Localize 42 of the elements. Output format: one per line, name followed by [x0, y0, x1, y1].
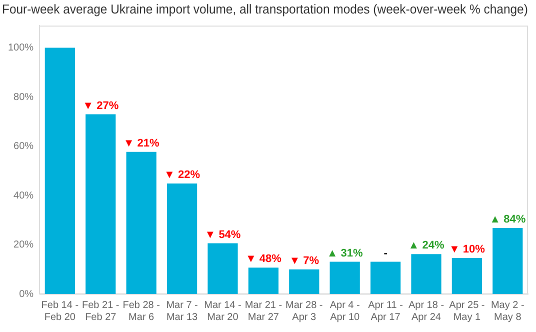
x-tick-label: Feb 28 - Mar 6: [122, 300, 160, 323]
x-tick-label: Apr 11 - Apr 17: [368, 300, 403, 323]
x-tick-label: Mar 28 - Apr 3: [286, 300, 323, 323]
x-tick-label: Mar 21 - Mar 27: [244, 300, 282, 323]
annotation: ▼ 21%: [123, 137, 160, 150]
y-tick-label: 60%: [14, 141, 34, 152]
annotation: ▼ 7%: [289, 254, 320, 267]
y-tick-label: 100%: [8, 42, 34, 54]
bar: [330, 262, 360, 294]
x-tick-label: Feb 14 - Feb 20: [41, 300, 79, 323]
annotation: ▼ 48%: [245, 253, 282, 266]
y-tick-label: 20%: [14, 240, 34, 250]
y-tick-label: 0%: [19, 288, 34, 300]
annotation: ▲ 24%: [408, 240, 444, 252]
bar: [452, 258, 482, 294]
y-tick-label: 80%: [14, 92, 34, 103]
bar: [44, 48, 75, 294]
bar: [166, 183, 198, 294]
bar: [289, 269, 320, 294]
y-tick-label: 40%: [14, 190, 34, 202]
bar: [411, 254, 442, 294]
annotation: ▲ 84%: [490, 214, 526, 226]
x-tick-label: Apr 4 - Apr 10: [330, 300, 360, 323]
x-tick-label: Mar 7 - Mar 13: [166, 300, 198, 323]
chart-title: Four-week average Ukraine import volume, all transportation modes (week-over-week % change): [2, 2, 528, 16]
x-tick-label: Mar 14 - Mar 20: [204, 300, 242, 323]
bar: [248, 268, 278, 294]
x-tick-label: Apr 18 - Apr 24: [408, 300, 444, 323]
annotation: -: [384, 247, 388, 260]
annotation: ▲ 31%: [326, 247, 364, 260]
x-tick-label: May 2 - May 8: [490, 300, 524, 323]
annotation: ▼ 22%: [164, 168, 200, 181]
bar: [492, 228, 523, 294]
bar: [370, 262, 401, 294]
annotation: ▼ 54%: [204, 228, 241, 241]
x-tick-label: Feb 21 - Feb 27: [82, 300, 120, 323]
annotation: ▼ 27%: [82, 100, 119, 112]
annotation: ▼ 10%: [448, 244, 486, 256]
x-tick-label: Apr 25 - May 1: [449, 300, 485, 323]
bar: [86, 114, 116, 294]
bar: [208, 243, 238, 294]
bar: [126, 152, 156, 294]
